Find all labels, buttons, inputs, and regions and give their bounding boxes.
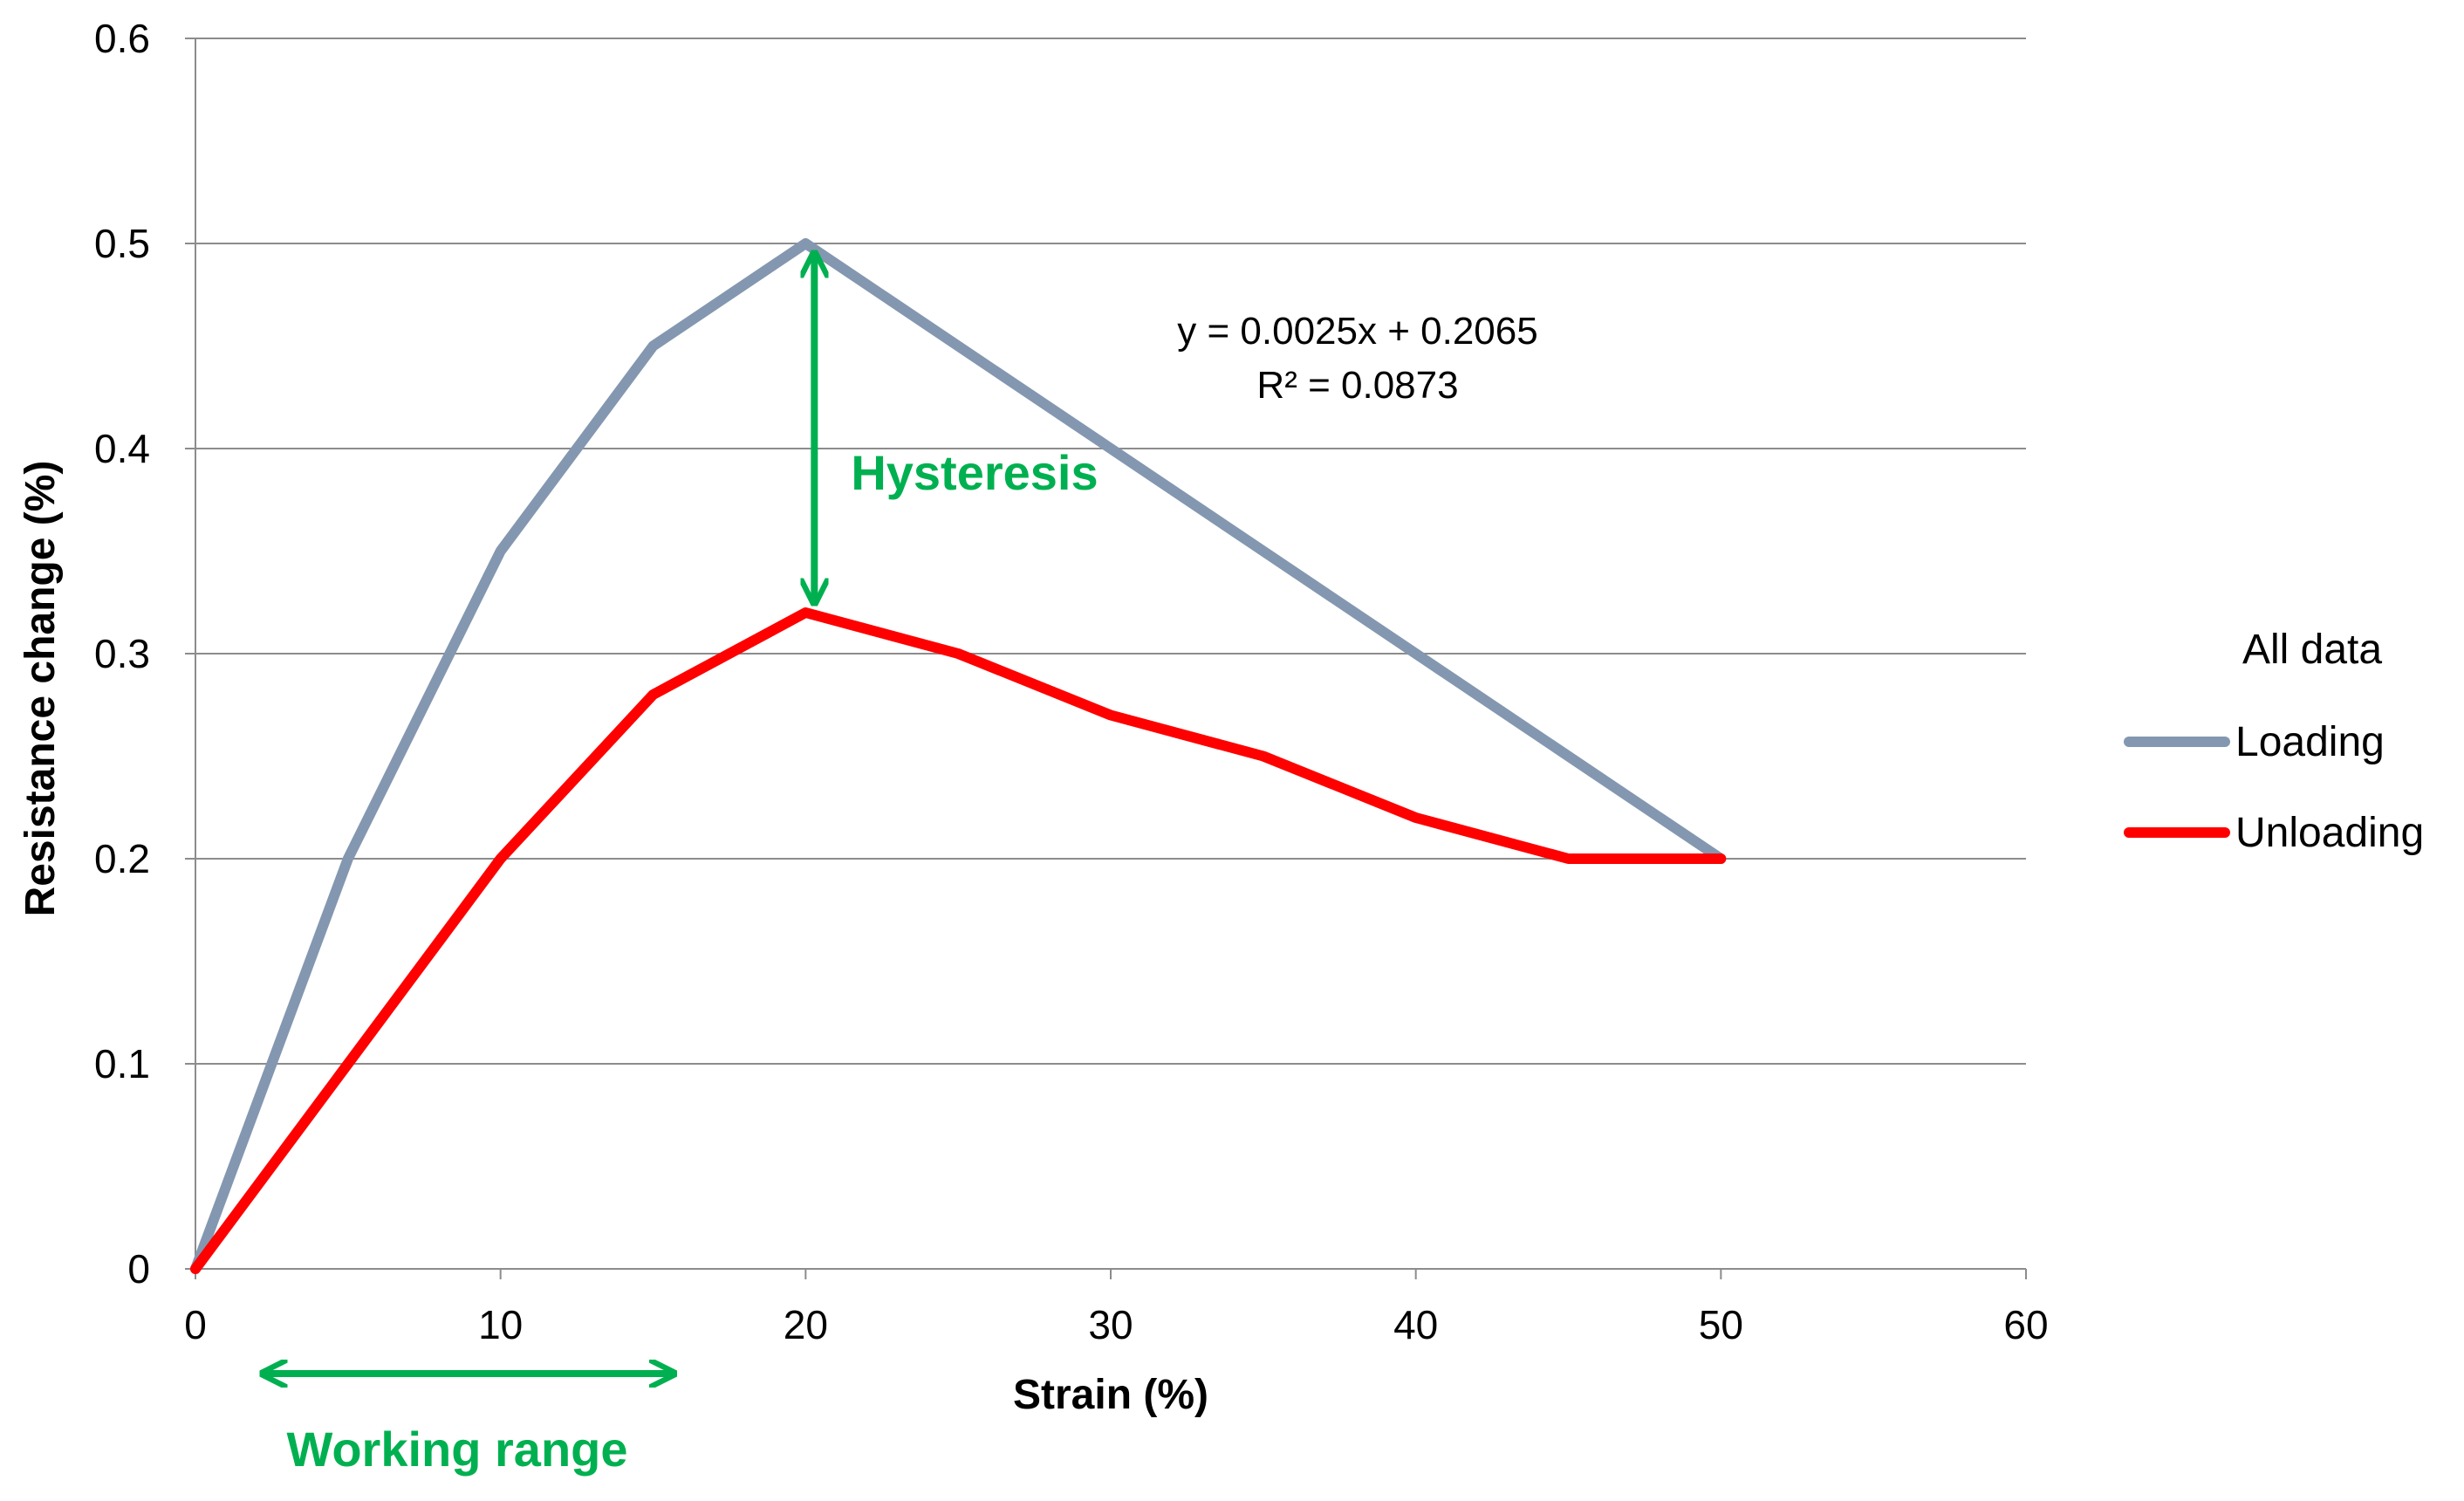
legend-label-loading: Loading: [2235, 719, 2385, 765]
legend-title: All data: [2242, 627, 2382, 673]
y-tick-label-4: 0.4: [94, 426, 150, 471]
x-tick-label-2: 20: [784, 1302, 828, 1347]
y-axis-title: Resistance change (%): [17, 461, 64, 917]
x-tick-label-1: 10: [478, 1302, 523, 1347]
x-axis-title: Strain (%): [1013, 1372, 1208, 1418]
hysteresis-label: Hysteresis: [851, 445, 1098, 500]
trendline-equation: y = 0.0025x + 0.2065: [1177, 310, 1537, 353]
working-range-label: Working range: [286, 1422, 627, 1477]
series-layer: [190, 238, 1727, 1274]
annotations: Hysteresis Working range y = 0.0025x + 0.2…: [265, 256, 1538, 1477]
legend: All data Loading Unloading: [2124, 627, 2424, 856]
x-tick-label-4: 40: [1393, 1302, 1438, 1347]
y-tick-label-2: 0.2: [94, 836, 150, 881]
y-tick-label-6: 0.6: [94, 16, 150, 61]
y-tick-label-1: 0.1: [94, 1041, 150, 1086]
axes: 0 0.1 0.2 0.3 0.4 0.5 0.6 0 10 20 30 40 50 60 Strain (…: [17, 16, 2049, 1418]
y-tick-label-5: 0.5: [94, 221, 150, 266]
y-tick-label-0: 0: [127, 1246, 150, 1292]
legend-label-unloading: Unloading: [2235, 810, 2424, 856]
y-tick-label-3: 0.3: [94, 631, 150, 676]
x-tick-label-0: 0: [184, 1302, 207, 1347]
trendline-r-squared: R² = 0.0873: [1256, 364, 1458, 407]
x-tick-label-6: 60: [2003, 1302, 2048, 1347]
x-tick-label-3: 30: [1088, 1302, 1133, 1347]
series-line-unloading: [190, 607, 1727, 1274]
series-line-loading: [190, 238, 1727, 1274]
grid-lines: [195, 38, 2026, 1065]
x-tick-label-5: 50: [1699, 1302, 1743, 1347]
